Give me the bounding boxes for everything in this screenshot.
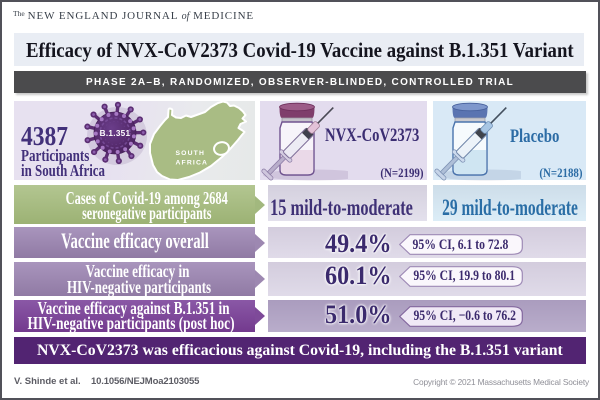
svg-text:SOUTH: SOUTH bbox=[176, 150, 206, 157]
svg-text:B.1.351: B.1.351 bbox=[100, 129, 131, 138]
svg-text:AFRICA: AFRICA bbox=[176, 160, 209, 167]
